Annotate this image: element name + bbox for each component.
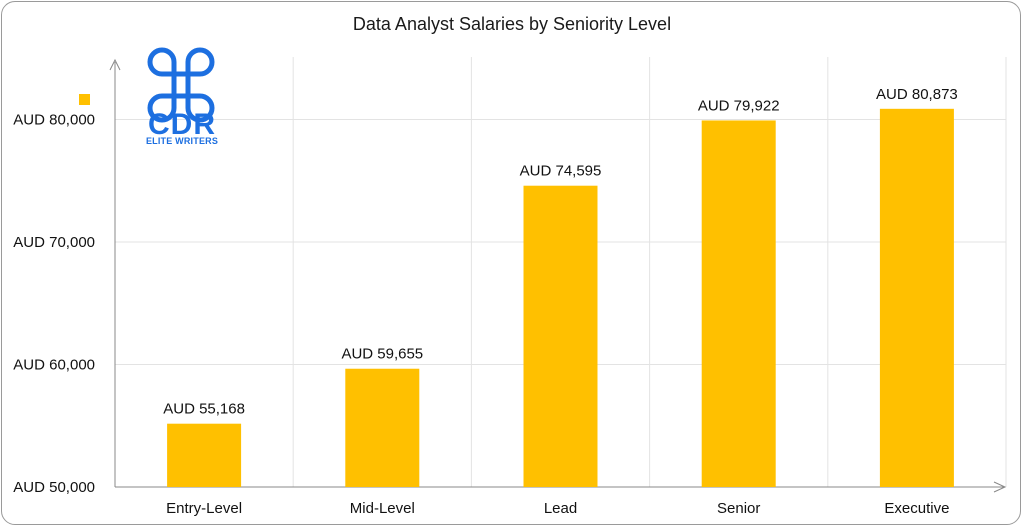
bars: [167, 108, 954, 487]
bar: [879, 108, 954, 487]
data-label: AUD 79,922: [698, 97, 780, 114]
knot-icon: [147, 47, 215, 123]
bar: [523, 185, 598, 487]
x-tick-label: Senior: [717, 500, 760, 517]
data-label: AUD 74,595: [520, 163, 602, 180]
data-label: AUD 59,655: [341, 346, 423, 363]
y-tick-labels: AUD 50,000 AUD 60,000 AUD 70,000 AUD 80,000: [13, 112, 95, 497]
x-tick-label: Entry-Level: [166, 500, 242, 517]
bar: [701, 120, 776, 487]
legend-marker: [79, 94, 90, 105]
y-tick-label: AUD 70,000: [13, 234, 95, 251]
data-labels: AUD 55,168 AUD 59,655 AUD 74,595 AUD 79,922…: [163, 86, 958, 418]
data-label: AUD 80,873: [876, 86, 958, 103]
chart-title: Data Analyst Salaries by Seniority Level: [353, 14, 671, 34]
bar: [167, 423, 242, 487]
brand-logo: CDR ELITE WRITERS: [146, 47, 218, 146]
y-axis-arrow: [109, 58, 121, 71]
x-tick-labels: Entry-Level Mid-Level Lead Senior Executive: [166, 500, 949, 517]
x-tick-label: Executive: [884, 500, 949, 517]
y-tick-label: AUD 50,000: [13, 479, 95, 496]
logo-subtitle: ELITE WRITERS: [146, 136, 218, 146]
x-axis-arrow: [993, 481, 1007, 493]
x-tick-label: Mid-Level: [350, 500, 415, 517]
logo-text: CDR: [148, 108, 216, 141]
bar: [345, 368, 420, 487]
data-label: AUD 55,168: [163, 401, 245, 418]
x-tick-label: Lead: [544, 500, 577, 517]
y-tick-label: AUD 60,000: [13, 357, 95, 374]
y-tick-label: AUD 80,000: [13, 112, 95, 129]
